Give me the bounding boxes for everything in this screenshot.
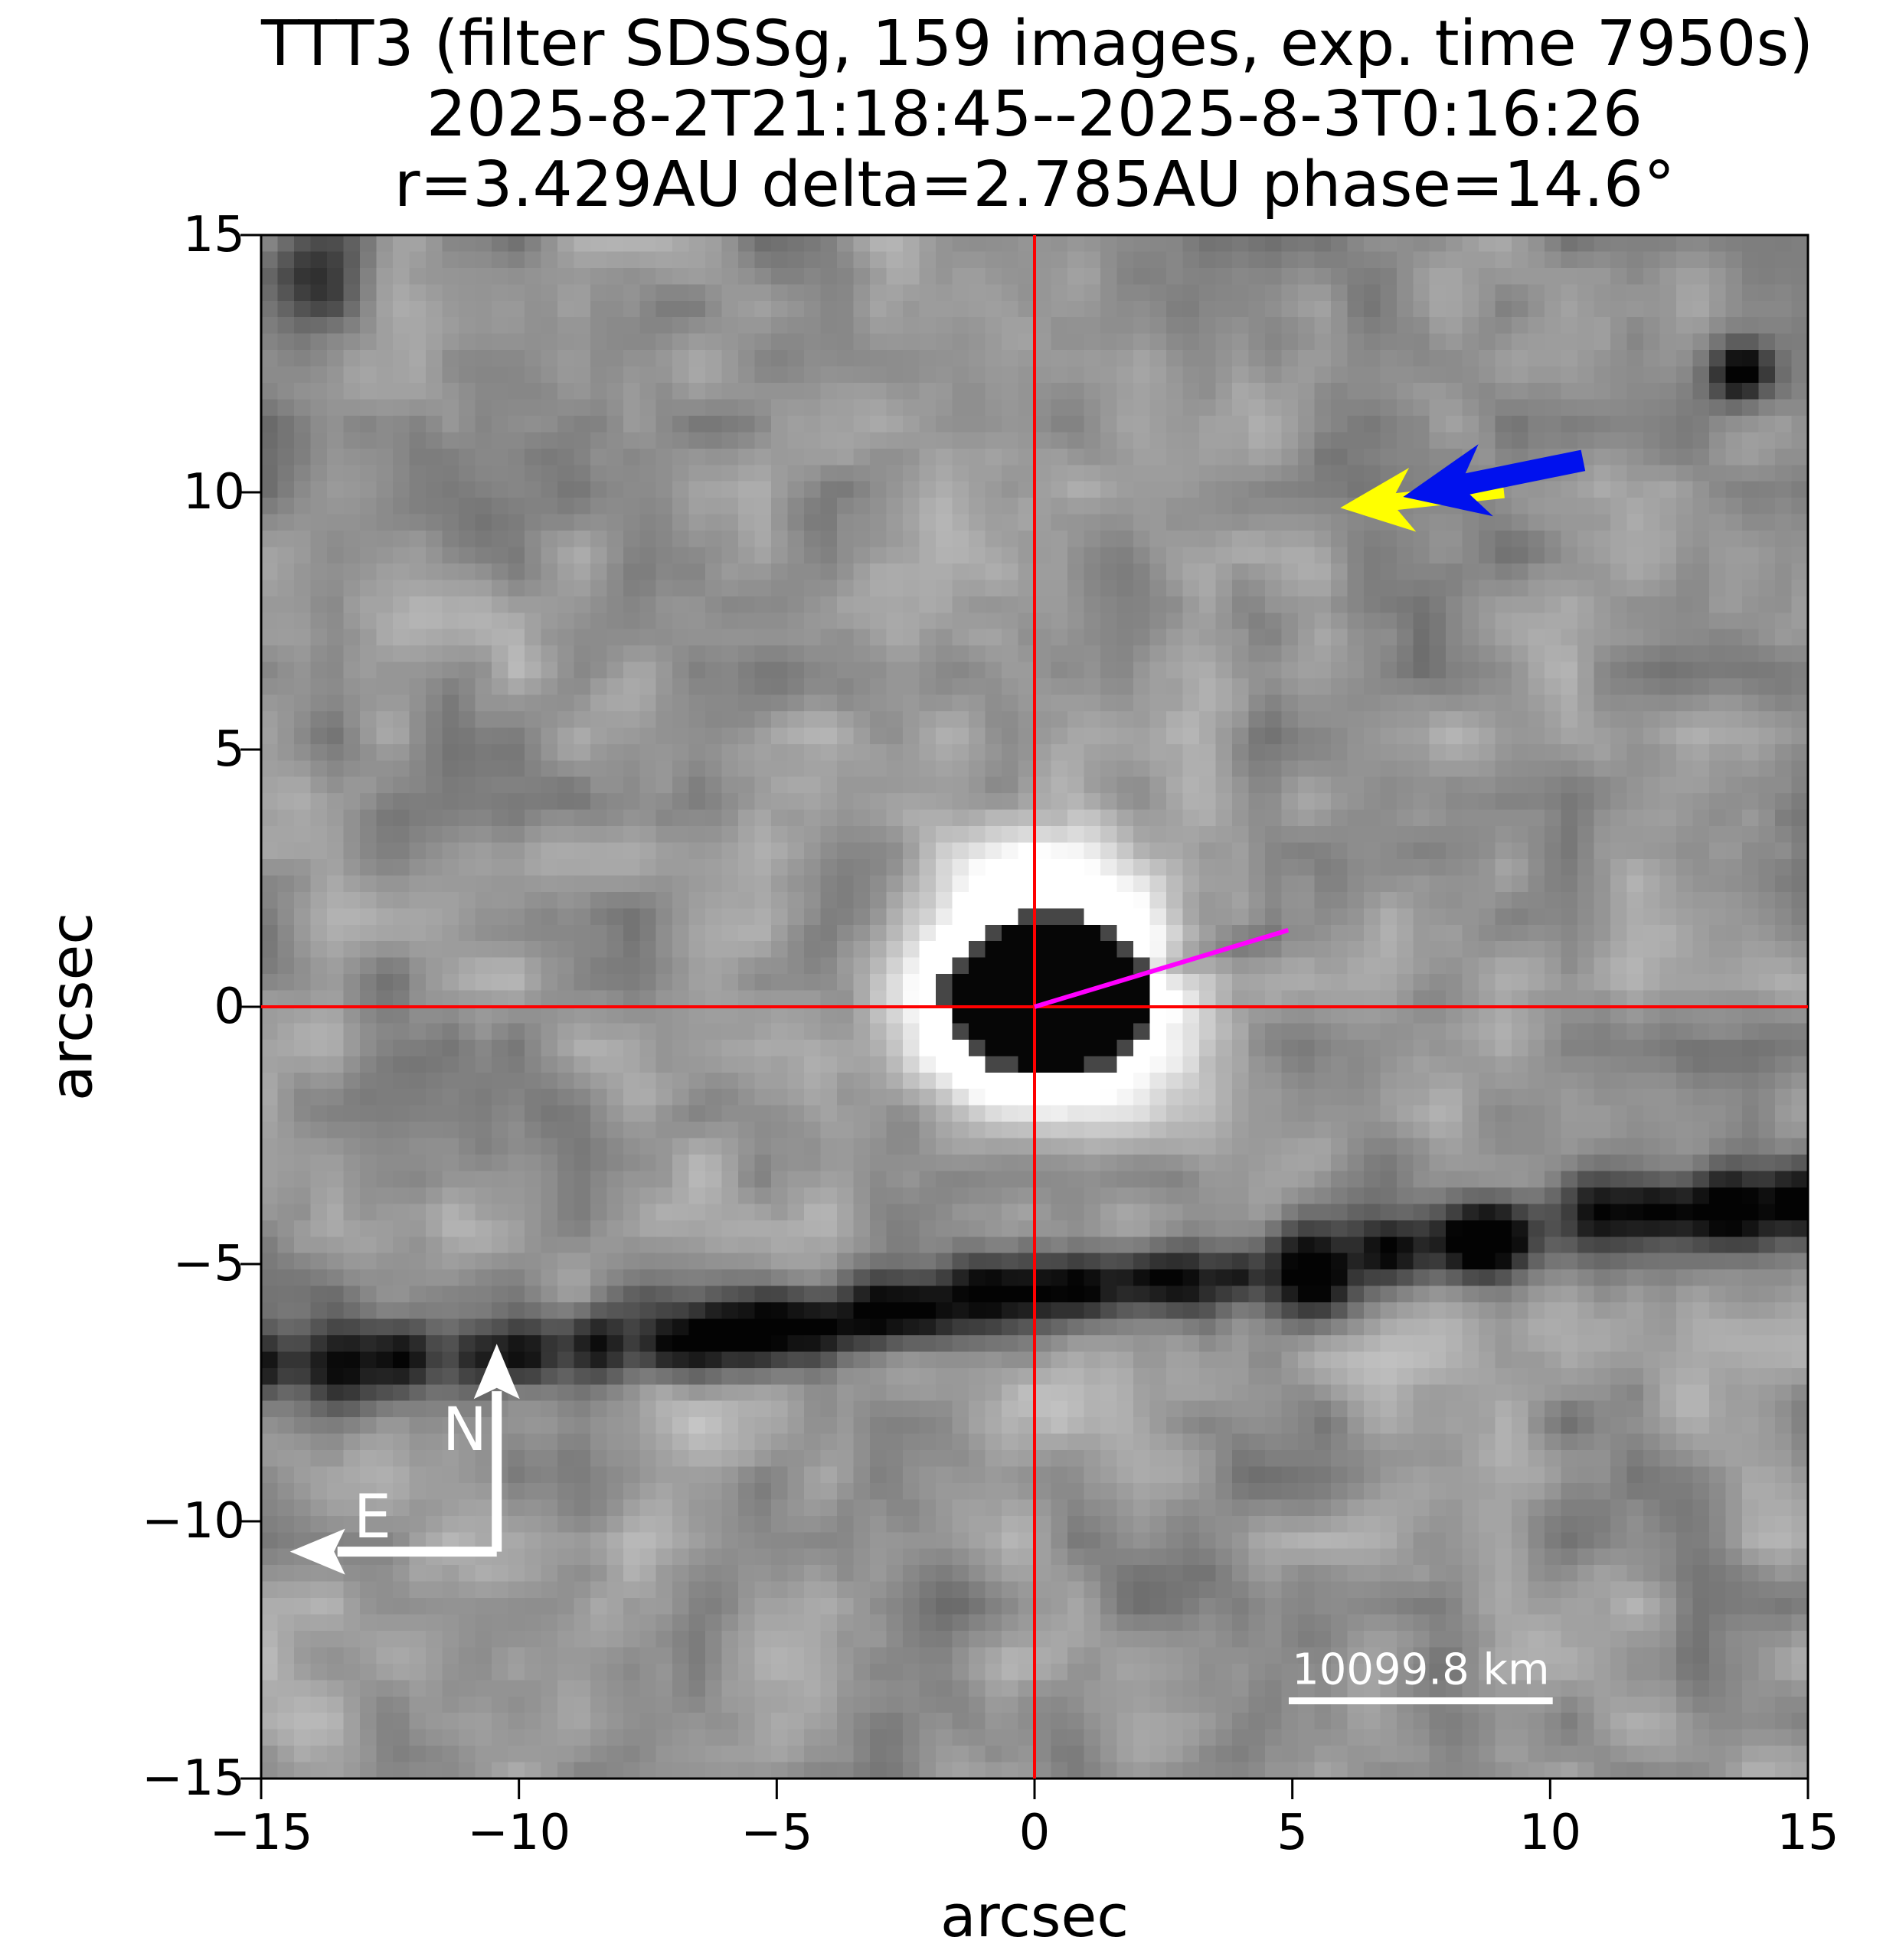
y-tick-label: 0 bbox=[214, 978, 245, 1035]
compass-north-arrowhead bbox=[473, 1344, 520, 1400]
x-tick-label: −15 bbox=[209, 1805, 313, 1861]
x-tick-label: 5 bbox=[1277, 1805, 1309, 1861]
compass-east-label: E bbox=[353, 1483, 392, 1553]
y-tick-label: −5 bbox=[172, 1236, 245, 1292]
x-tick-label: −5 bbox=[740, 1805, 813, 1861]
y-axis-label: arcsec bbox=[37, 912, 106, 1102]
y-tick-label: −15 bbox=[141, 1750, 245, 1807]
x-tick-label: −10 bbox=[467, 1805, 571, 1861]
position-angle-line bbox=[1034, 928, 1290, 1009]
title-line-1: TTT3 (filter SDSSg, 159 images, exp. tim… bbox=[261, 8, 1814, 80]
x-axis-label: arcsec bbox=[940, 1882, 1129, 1950]
y-tick-label: 15 bbox=[182, 207, 245, 263]
x-tick-label: 15 bbox=[1777, 1805, 1839, 1861]
compass-north-label: N bbox=[442, 1396, 488, 1465]
scale-bar-label: 10099.8 km bbox=[1292, 1645, 1550, 1695]
y-tick-label: 10 bbox=[182, 464, 245, 521]
compass-east-arrowhead bbox=[289, 1528, 345, 1575]
antisolar-arrow-blue bbox=[1403, 444, 1586, 517]
x-tick-label: 10 bbox=[1518, 1805, 1582, 1861]
y-tick-label: 5 bbox=[214, 721, 245, 778]
title-line-2: 2025-8-2T21:18:45--2025-8-3T0:16:26 bbox=[426, 78, 1643, 151]
title-line-3: r=3.429AU delta=2.785AU phase=14.6° bbox=[394, 149, 1675, 221]
x-tick-label: 0 bbox=[1018, 1805, 1051, 1861]
y-tick-label: −10 bbox=[141, 1493, 245, 1550]
